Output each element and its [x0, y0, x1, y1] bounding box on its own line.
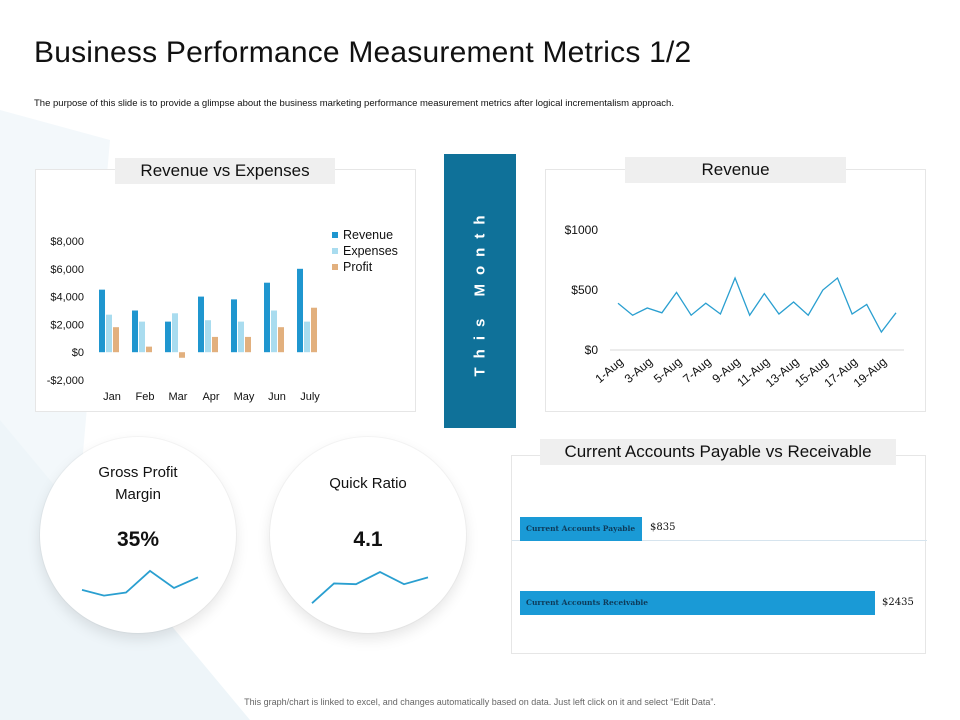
y-tick-label: $8,000 — [50, 236, 84, 248]
quick-ratio-label: Quick Ratio — [329, 475, 407, 492]
x-tick-label: July — [300, 391, 320, 403]
x-tick-label: May — [234, 391, 255, 403]
bar-revenue — [198, 296, 204, 353]
accounts-receivable-bar[interactable]: Current Accounts Receivable — [520, 591, 875, 615]
revenue-vs-expenses-title: Revenue vs Expenses — [115, 158, 335, 184]
y-tick-label: $500 — [571, 283, 598, 297]
y-tick-label: $4,000 — [50, 292, 84, 304]
bar-revenue — [165, 321, 171, 353]
x-tick-label: Apr — [202, 391, 219, 403]
page-subtitle: The purpose of this slide is to provide … — [34, 98, 674, 109]
quick-ratio-sparkline — [311, 571, 429, 604]
y-tick-label: -$2,000 — [47, 375, 84, 387]
gross-profit-margin-label: Gross Profit Margin — [98, 464, 178, 503]
x-tick-label: 7-Aug — [680, 355, 714, 386]
bar-profit — [311, 307, 317, 353]
revenue-panel: $0 $500 $1000 1-Aug 3-Aug 5-Aug 7-Aug 9-Aug 11-A… — [545, 169, 926, 412]
revenue-vs-expenses-panel: -$2,000 $0 $2,000 $4,000 $6,000 $8,000 Jan Feb M… — [35, 169, 416, 412]
bar-expenses — [139, 321, 145, 353]
y-tick-label: $0 — [72, 347, 84, 359]
gridline — [512, 540, 927, 541]
y-tick-label: $2,000 — [50, 319, 84, 331]
bar-profit — [212, 336, 218, 353]
gross-profit-margin-sparkline — [81, 569, 199, 597]
y-tick-label: $6,000 — [50, 264, 84, 276]
sparkline-path — [311, 571, 429, 604]
quick-ratio-value: 4.1 — [353, 528, 383, 551]
legend-swatch — [332, 264, 338, 270]
accounts-payable-value: $835 — [650, 522, 676, 533]
legend-swatch — [332, 248, 338, 254]
bar-expenses — [172, 313, 178, 353]
bar-revenue — [264, 282, 270, 353]
x-tick-label: Feb — [136, 391, 155, 403]
quick-ratio-card: Quick Ratio 4.1 — [270, 437, 466, 633]
footer-note: This graph/chart is linked to excel, and… — [244, 697, 716, 707]
bar-revenue — [297, 268, 303, 353]
x-tick-label: 3-Aug — [622, 355, 656, 386]
x-tick-label: 19-Aug — [851, 355, 890, 391]
x-tick-label: 5-Aug — [651, 355, 685, 386]
this-month-label: This Month — [471, 206, 489, 376]
x-tick-label: Mar — [169, 391, 188, 403]
this-month-banner: This Month — [444, 154, 516, 428]
bar-profit — [278, 327, 284, 353]
revenue-line — [617, 276, 897, 334]
accounts-payable-bar[interactable]: Current Accounts Payable — [520, 517, 642, 541]
sparkline-path — [81, 569, 199, 597]
revenue-vs-expenses-chart[interactable]: -$2,000 $0 $2,000 $4,000 $6,000 $8,000 Jan Feb M… — [36, 170, 417, 413]
revenue-title: Revenue — [625, 157, 846, 183]
accounts-receivable-value: $2435 — [882, 597, 914, 608]
legend-label: Revenue — [343, 228, 393, 242]
accounts-receivable-label: Current Accounts Receivable — [526, 598, 649, 607]
x-tick-label: Jan — [103, 391, 121, 403]
accounts-payable-label: Current Accounts Payable — [526, 524, 636, 533]
bar-expenses — [271, 310, 277, 353]
bar-profit — [179, 352, 185, 358]
bar-expenses — [238, 321, 244, 353]
page-title: Business Performance Measurement Metrics… — [34, 36, 692, 69]
revenue-line-chart[interactable]: $0$500$10001-Aug3-Aug5-Aug7-Aug9-Aug11-A… — [546, 170, 927, 413]
bar-profit — [146, 346, 152, 353]
legend-label: Profit — [343, 260, 373, 274]
gross-profit-margin-card: Gross Profit Margin 35% — [40, 437, 236, 633]
payable-receivable-panel: Current Accounts Payable $835 Current Ac… — [511, 455, 927, 654]
bar-expenses — [304, 321, 310, 353]
legend-label: Expenses — [343, 244, 398, 258]
bar-expenses — [106, 314, 112, 353]
payable-receivable-title: Current Accounts Payable vs Receivable — [540, 439, 896, 465]
bar-revenue — [231, 299, 237, 353]
x-tick-label: Jun — [268, 391, 286, 403]
legend-swatch — [332, 232, 338, 238]
y-tick-label: $0 — [585, 343, 599, 357]
x-tick-label: 1-Aug — [592, 355, 626, 386]
gross-profit-margin-value: 35% — [116, 528, 160, 551]
bar-profit — [245, 336, 251, 353]
y-tick-label: $1000 — [565, 223, 599, 237]
bar-profit — [113, 327, 119, 353]
bar-expenses — [205, 320, 211, 353]
bar-revenue — [99, 289, 105, 353]
bar-revenue — [132, 310, 138, 353]
